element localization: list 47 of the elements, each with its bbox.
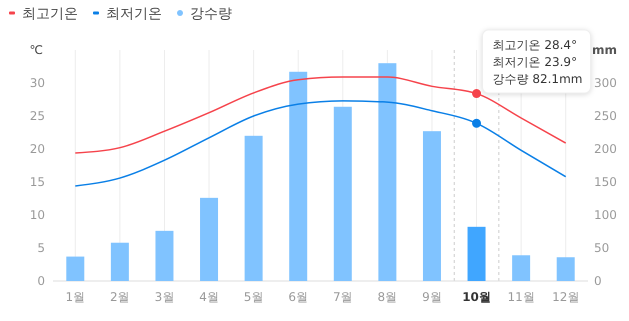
- bar: [512, 255, 530, 281]
- bar: [334, 106, 352, 281]
- x-tick-label: 6월: [288, 290, 308, 304]
- bar: [422, 131, 441, 281]
- legend-label: 최고기온: [22, 6, 78, 22]
- bar: [378, 63, 396, 281]
- x-tick-label: 1월: [65, 290, 86, 304]
- annotation: 최저기온 23.9°: [492, 55, 578, 69]
- x-tick-label: 7월: [332, 290, 353, 304]
- y2-tick-label: 50: [594, 241, 610, 255]
- x-tick-label: 5월: [244, 290, 264, 304]
- bar: [244, 136, 263, 281]
- x-tick-label: 12월: [552, 290, 580, 304]
- bar: [110, 242, 129, 281]
- bar: [556, 257, 575, 281]
- bar: [155, 230, 174, 281]
- y-tick-label: 25: [30, 109, 45, 123]
- y2-tick-label: 300: [594, 76, 617, 90]
- bar: [289, 72, 308, 281]
- annotation: 최고기온 28.4°: [492, 38, 578, 52]
- bar: [200, 198, 218, 281]
- x-tick-label: 3월: [154, 290, 174, 304]
- y-tick-label: 0: [37, 274, 45, 288]
- x-tick-label: 4월: [199, 290, 219, 304]
- y2-tick-label: 100: [594, 208, 617, 222]
- x-tick-label: 2월: [110, 290, 130, 304]
- x-tick-label: 9월: [422, 290, 442, 304]
- bar: [66, 256, 84, 281]
- x-tick-label: 11월: [507, 290, 535, 304]
- y2-axis-title: mm: [592, 43, 618, 57]
- y-tick-label: 30: [30, 76, 45, 90]
- y2-tick-label: 250: [594, 109, 617, 123]
- y-tick-label: 5: [37, 241, 45, 255]
- y2-tick-label: 200: [594, 142, 617, 156]
- y2-tick-label: 0: [594, 274, 602, 288]
- x-tick-label: 10월: [462, 290, 491, 304]
- y-axis-title: ℃: [30, 43, 43, 57]
- y-tick-label: 10: [30, 208, 45, 222]
- x-tick-label: 8월: [378, 290, 398, 304]
- legend-label: 강수량: [190, 6, 232, 22]
- y2-tick-label: 150: [594, 175, 617, 189]
- y-tick-label: 15: [30, 175, 45, 189]
- legend-label: 최저기온: [106, 6, 162, 22]
- bar: [468, 226, 486, 281]
- line-series: [74, 100, 566, 187]
- annotation: 강수량 82.1mm: [492, 72, 582, 86]
- y-tick-label: 20: [30, 142, 45, 156]
